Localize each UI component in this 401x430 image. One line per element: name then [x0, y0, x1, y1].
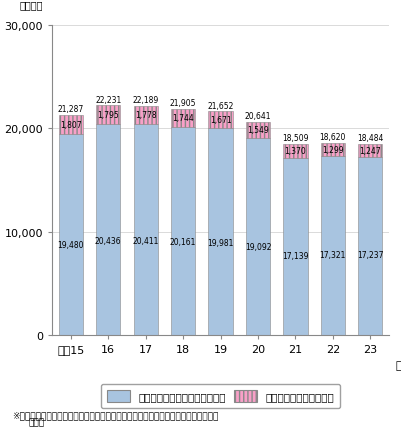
Bar	[321, 143, 345, 157]
Bar	[246, 138, 270, 335]
Text: 17,321: 17,321	[320, 250, 346, 259]
Text: ※　地上テレビジョン広告費、地上ラジオ広告費を民間地上放送事業者の広告収入と: ※ 地上テレビジョン広告費、地上ラジオ広告費を民間地上放送事業者の広告収入と	[12, 410, 219, 419]
Bar	[96, 125, 120, 335]
Text: 1,807: 1,807	[60, 120, 82, 129]
Text: 1,671: 1,671	[210, 116, 231, 125]
Bar	[321, 157, 345, 335]
Bar	[358, 144, 383, 157]
Text: 1,247: 1,247	[359, 147, 381, 156]
Text: 1,299: 1,299	[322, 145, 344, 154]
Legend: 地上テレビジョン放送広告収入, 地上ラジオ放送広告収入: 地上テレビジョン放送広告収入, 地上ラジオ放送広告収入	[101, 384, 340, 408]
Bar	[96, 106, 120, 125]
Text: 18,484: 18,484	[357, 134, 383, 143]
Bar	[358, 157, 383, 335]
Text: 1,778: 1,778	[135, 111, 156, 120]
Text: 17,139: 17,139	[282, 251, 309, 260]
Text: 17,237: 17,237	[357, 251, 383, 260]
Text: 18,509: 18,509	[282, 134, 309, 143]
Bar	[209, 112, 233, 129]
Bar	[283, 159, 308, 335]
Bar	[171, 127, 195, 335]
Text: 18,620: 18,620	[320, 133, 346, 142]
Text: 20,161: 20,161	[170, 237, 196, 246]
Text: 22,189: 22,189	[133, 96, 159, 105]
Bar	[283, 144, 308, 159]
Bar	[209, 129, 233, 335]
Text: 22,231: 22,231	[95, 95, 122, 104]
Text: した。: した。	[28, 418, 44, 427]
Bar	[246, 123, 270, 138]
Text: 19,480: 19,480	[58, 240, 84, 249]
Text: 1,370: 1,370	[285, 147, 306, 156]
Bar	[59, 134, 83, 335]
Text: 21,905: 21,905	[170, 99, 196, 108]
Text: 1,549: 1,549	[247, 126, 269, 135]
Text: 20,641: 20,641	[245, 112, 271, 121]
Text: 21,287: 21,287	[58, 105, 84, 114]
Bar	[134, 125, 158, 335]
Text: 19,092: 19,092	[245, 242, 271, 251]
Text: 1,795: 1,795	[97, 111, 119, 120]
Text: 19,981: 19,981	[207, 238, 234, 247]
Text: 21,652: 21,652	[207, 101, 234, 111]
Bar	[134, 106, 158, 125]
Text: 20,436: 20,436	[95, 236, 122, 245]
Text: 1,744: 1,744	[172, 114, 194, 123]
Bar	[171, 109, 195, 127]
Text: （億円）: （億円）	[20, 0, 43, 10]
Text: （年）: （年）	[396, 360, 401, 370]
Bar	[59, 116, 83, 134]
Text: 20,411: 20,411	[132, 236, 159, 245]
